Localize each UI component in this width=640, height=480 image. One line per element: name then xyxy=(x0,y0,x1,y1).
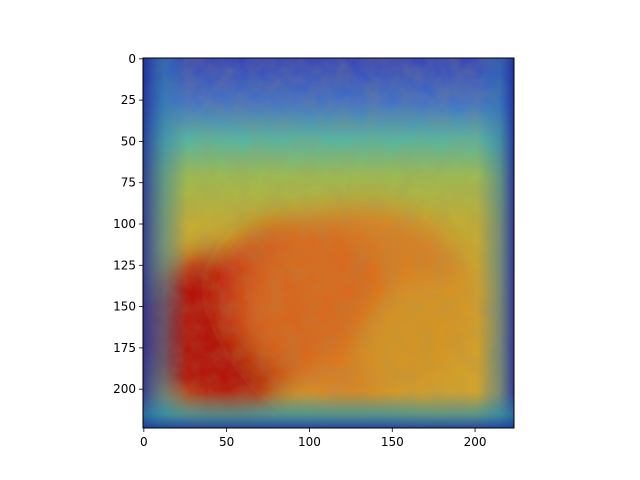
x-tick-label: 0 xyxy=(140,435,148,449)
y-tick-label: 125 xyxy=(113,258,136,272)
x-axis: 0 50 100 150 200 xyxy=(140,428,487,449)
y-tick-label: 75 xyxy=(121,176,136,190)
x-tick-label: 150 xyxy=(381,435,404,449)
heatmap-image xyxy=(143,58,514,428)
x-tick-label: 200 xyxy=(464,435,487,449)
y-tick-label: 100 xyxy=(113,217,136,231)
y-tick-label: 175 xyxy=(113,341,136,355)
y-tick-label: 0 xyxy=(128,52,136,66)
axes-frame xyxy=(142,57,515,429)
x-tick-label: 50 xyxy=(219,435,234,449)
y-tick-label: 150 xyxy=(113,300,136,314)
y-tick-label: 200 xyxy=(113,382,136,396)
y-tick-label: 50 xyxy=(121,134,136,148)
y-tick-label: 25 xyxy=(121,93,136,107)
y-axis: 0 25 50 75 100 125 150 175 200 xyxy=(113,52,143,396)
x-tick-label: 100 xyxy=(298,435,321,449)
